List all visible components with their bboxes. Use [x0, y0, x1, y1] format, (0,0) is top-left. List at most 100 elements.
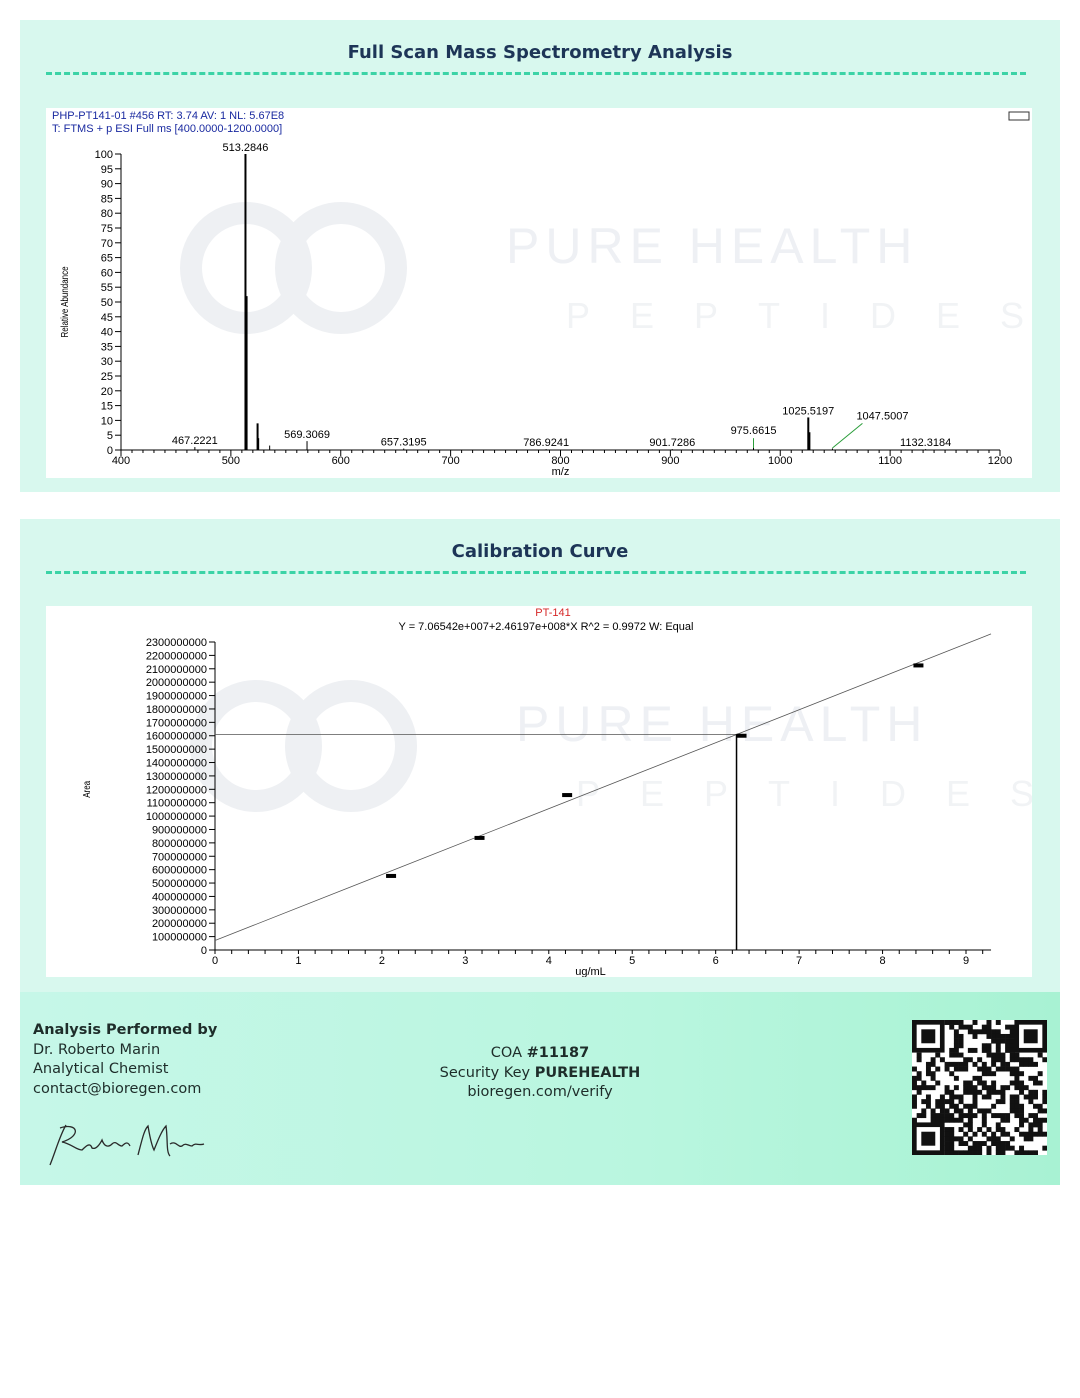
qr-module: [944, 1117, 950, 1123]
qr-module: [949, 1094, 955, 1100]
qr-module: [986, 1108, 992, 1114]
qr-module: [921, 1085, 927, 1091]
qr-module: [972, 1089, 978, 1095]
qr-module: [995, 1141, 1001, 1146]
qr-module: [1023, 1057, 1029, 1063]
calibration-point: [562, 793, 573, 798]
qr-module: [1019, 1071, 1025, 1077]
qr-module: [1000, 1066, 1006, 1072]
y-axis-label: Area: [81, 780, 92, 798]
qr-module: [1037, 1080, 1043, 1086]
qr-module: [949, 1020, 955, 1025]
qr-module: [1019, 1150, 1025, 1155]
qr-module: [977, 1141, 983, 1146]
qr-module: [986, 1033, 992, 1039]
qr-module: [949, 1127, 955, 1133]
qr-module: [963, 1103, 969, 1109]
qr-module: [986, 1024, 992, 1030]
qr-module: [930, 1075, 936, 1081]
qr-module: [953, 1075, 959, 1081]
x-tick-label: 0: [212, 955, 218, 967]
qr-module: [916, 1113, 922, 1119]
x-axis-label: m/z: [552, 466, 570, 478]
qr-module: [1028, 1075, 1034, 1081]
qr-module: [944, 1085, 950, 1091]
qr-module: [944, 1127, 950, 1133]
qr-module: [1028, 1094, 1034, 1100]
qr-module: [1019, 1061, 1025, 1067]
qr-module: [1019, 1108, 1025, 1114]
y-tick-label: 45: [101, 312, 113, 324]
qr-module: [935, 1117, 941, 1123]
qr-module: [949, 1113, 955, 1119]
y-tick-label: 20: [101, 386, 113, 398]
qr-module: [977, 1075, 983, 1081]
qr-module: [958, 1024, 964, 1030]
qr-module: [1014, 1066, 1020, 1072]
qr-module: [944, 1136, 950, 1142]
y-tick-label: 900000000: [152, 824, 207, 836]
qr-module: [1000, 1085, 1006, 1091]
qr-module: [1028, 1131, 1034, 1137]
peak-label: 901.7286: [649, 437, 695, 449]
qr-module: [981, 1117, 987, 1123]
qr-module: [921, 1113, 927, 1119]
peak-label: 1025.5197: [782, 405, 834, 417]
qr-module: [958, 1066, 964, 1072]
qr-module: [1037, 1117, 1043, 1123]
qr-module: [986, 1127, 992, 1133]
y-tick-label: 60: [101, 267, 113, 279]
qr-module: [995, 1033, 1001, 1039]
y-tick-label: 1500000000: [146, 744, 207, 756]
qr-module: [944, 1089, 950, 1095]
y-tick-label: 5: [107, 430, 113, 442]
x-tick-label: 500: [222, 455, 240, 467]
qr-module: [967, 1029, 973, 1035]
qr-module: [958, 1127, 964, 1133]
qr-module: [972, 1150, 978, 1155]
peak-label: 1132.3184: [900, 437, 951, 449]
qr-module: [967, 1127, 973, 1133]
qr-module: [991, 1089, 997, 1095]
qr-module: [991, 1085, 997, 1091]
qr-module: [1005, 1113, 1011, 1119]
qr-module: [1033, 1075, 1038, 1081]
verify-url[interactable]: bioregen.com/verify: [467, 1084, 613, 1100]
watermark-text: PEPTIDES: [576, 773, 1032, 814]
qr-module: [977, 1066, 983, 1072]
x-tick-label: 8: [879, 955, 885, 967]
qr-module: [991, 1080, 997, 1086]
y-tick-label: 2000000000: [146, 677, 207, 689]
qr-code[interactable]: [912, 1020, 1047, 1155]
qr-module: [963, 1057, 969, 1063]
qr-module: [930, 1117, 936, 1123]
qr-module: [995, 1145, 1001, 1151]
qr-module: [991, 1136, 997, 1142]
qr-module: [1014, 1113, 1020, 1119]
qr-module: [953, 1043, 959, 1049]
qr-module: [958, 1061, 964, 1067]
qr-module: [972, 1099, 978, 1105]
calibration-panel: Calibration Curve PURE HEALTH PEPTIDES PT-…: [20, 519, 1060, 992]
qr-module: [986, 1136, 992, 1142]
x-tick-label: 800: [551, 455, 569, 467]
qr-module: [963, 1061, 969, 1067]
qr-module: [991, 1061, 997, 1067]
qr-module: [1000, 1061, 1006, 1067]
qr-module: [1028, 1150, 1034, 1155]
qr-module: [986, 1145, 992, 1151]
qr-module: [995, 1020, 1001, 1025]
qr-module: [958, 1117, 964, 1123]
y-tick-label: 0: [107, 445, 113, 457]
qr-module: [995, 1057, 1001, 1063]
y-tick-label: 100: [95, 149, 113, 161]
watermark-text: PURE HEALTH: [506, 218, 918, 274]
qr-module: [1033, 1089, 1038, 1095]
y-tick-label: 400000000: [152, 891, 207, 903]
qr-module: [1000, 1038, 1006, 1044]
qr-module: [977, 1080, 983, 1086]
qr-module: [944, 1061, 950, 1067]
peak-label: 513.2846: [223, 142, 269, 154]
qr-module: [1000, 1057, 1006, 1063]
y-tick-label: 15: [101, 401, 113, 413]
